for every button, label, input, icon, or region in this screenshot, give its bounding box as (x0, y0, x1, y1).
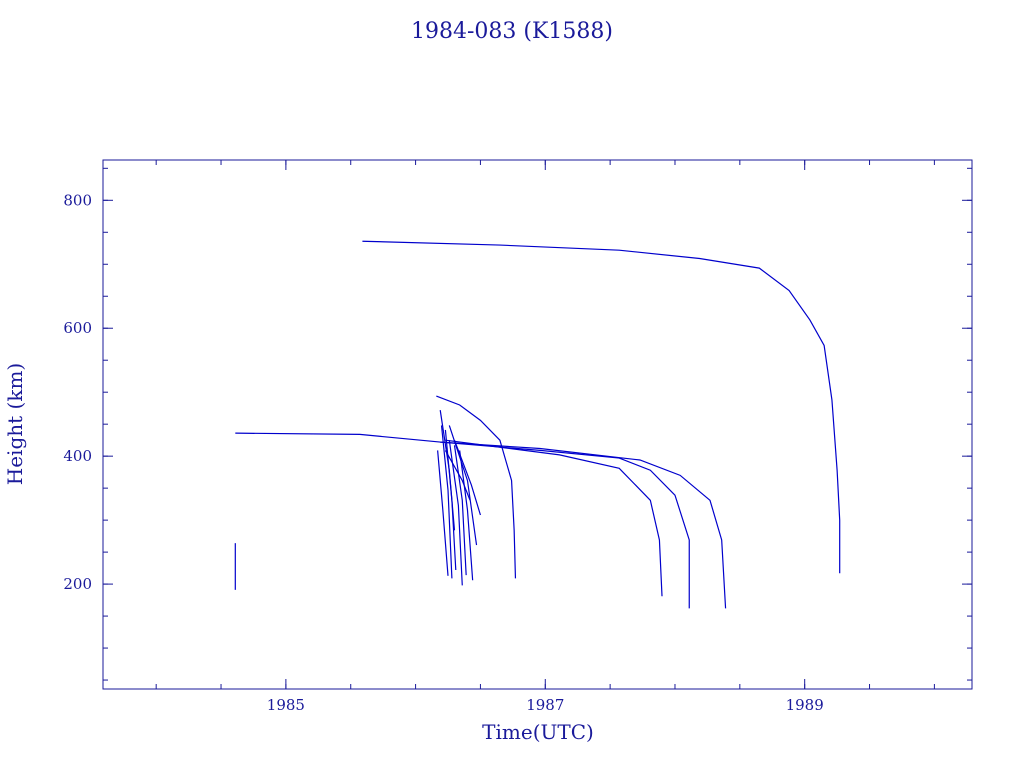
decay-line (439, 410, 456, 531)
x-axis-title: Time(UTC) (482, 720, 594, 744)
decay-line (440, 425, 453, 579)
decay-line (453, 445, 467, 576)
decay-line (445, 439, 663, 597)
plot-frame (102, 159, 973, 690)
decay-line (362, 240, 841, 574)
y-axis-title: Height (km) (3, 363, 27, 485)
x-tick-label: 1987 (526, 696, 564, 714)
x-tick-label: 1985 (267, 696, 305, 714)
decay-line (437, 450, 449, 576)
y-tick-label: 400 (63, 447, 92, 465)
y-tick-label: 600 (63, 319, 92, 337)
decay-line (459, 450, 474, 581)
chart-title: 1984-083 (K1588) (411, 19, 613, 44)
y-tick-label: 200 (63, 575, 92, 593)
decay-line (436, 395, 517, 579)
y-tick-label: 800 (63, 191, 92, 209)
decay-line (444, 450, 471, 501)
decay-line (453, 439, 482, 516)
x-tick-label: 1989 (786, 696, 824, 714)
decay-line (440, 441, 727, 609)
